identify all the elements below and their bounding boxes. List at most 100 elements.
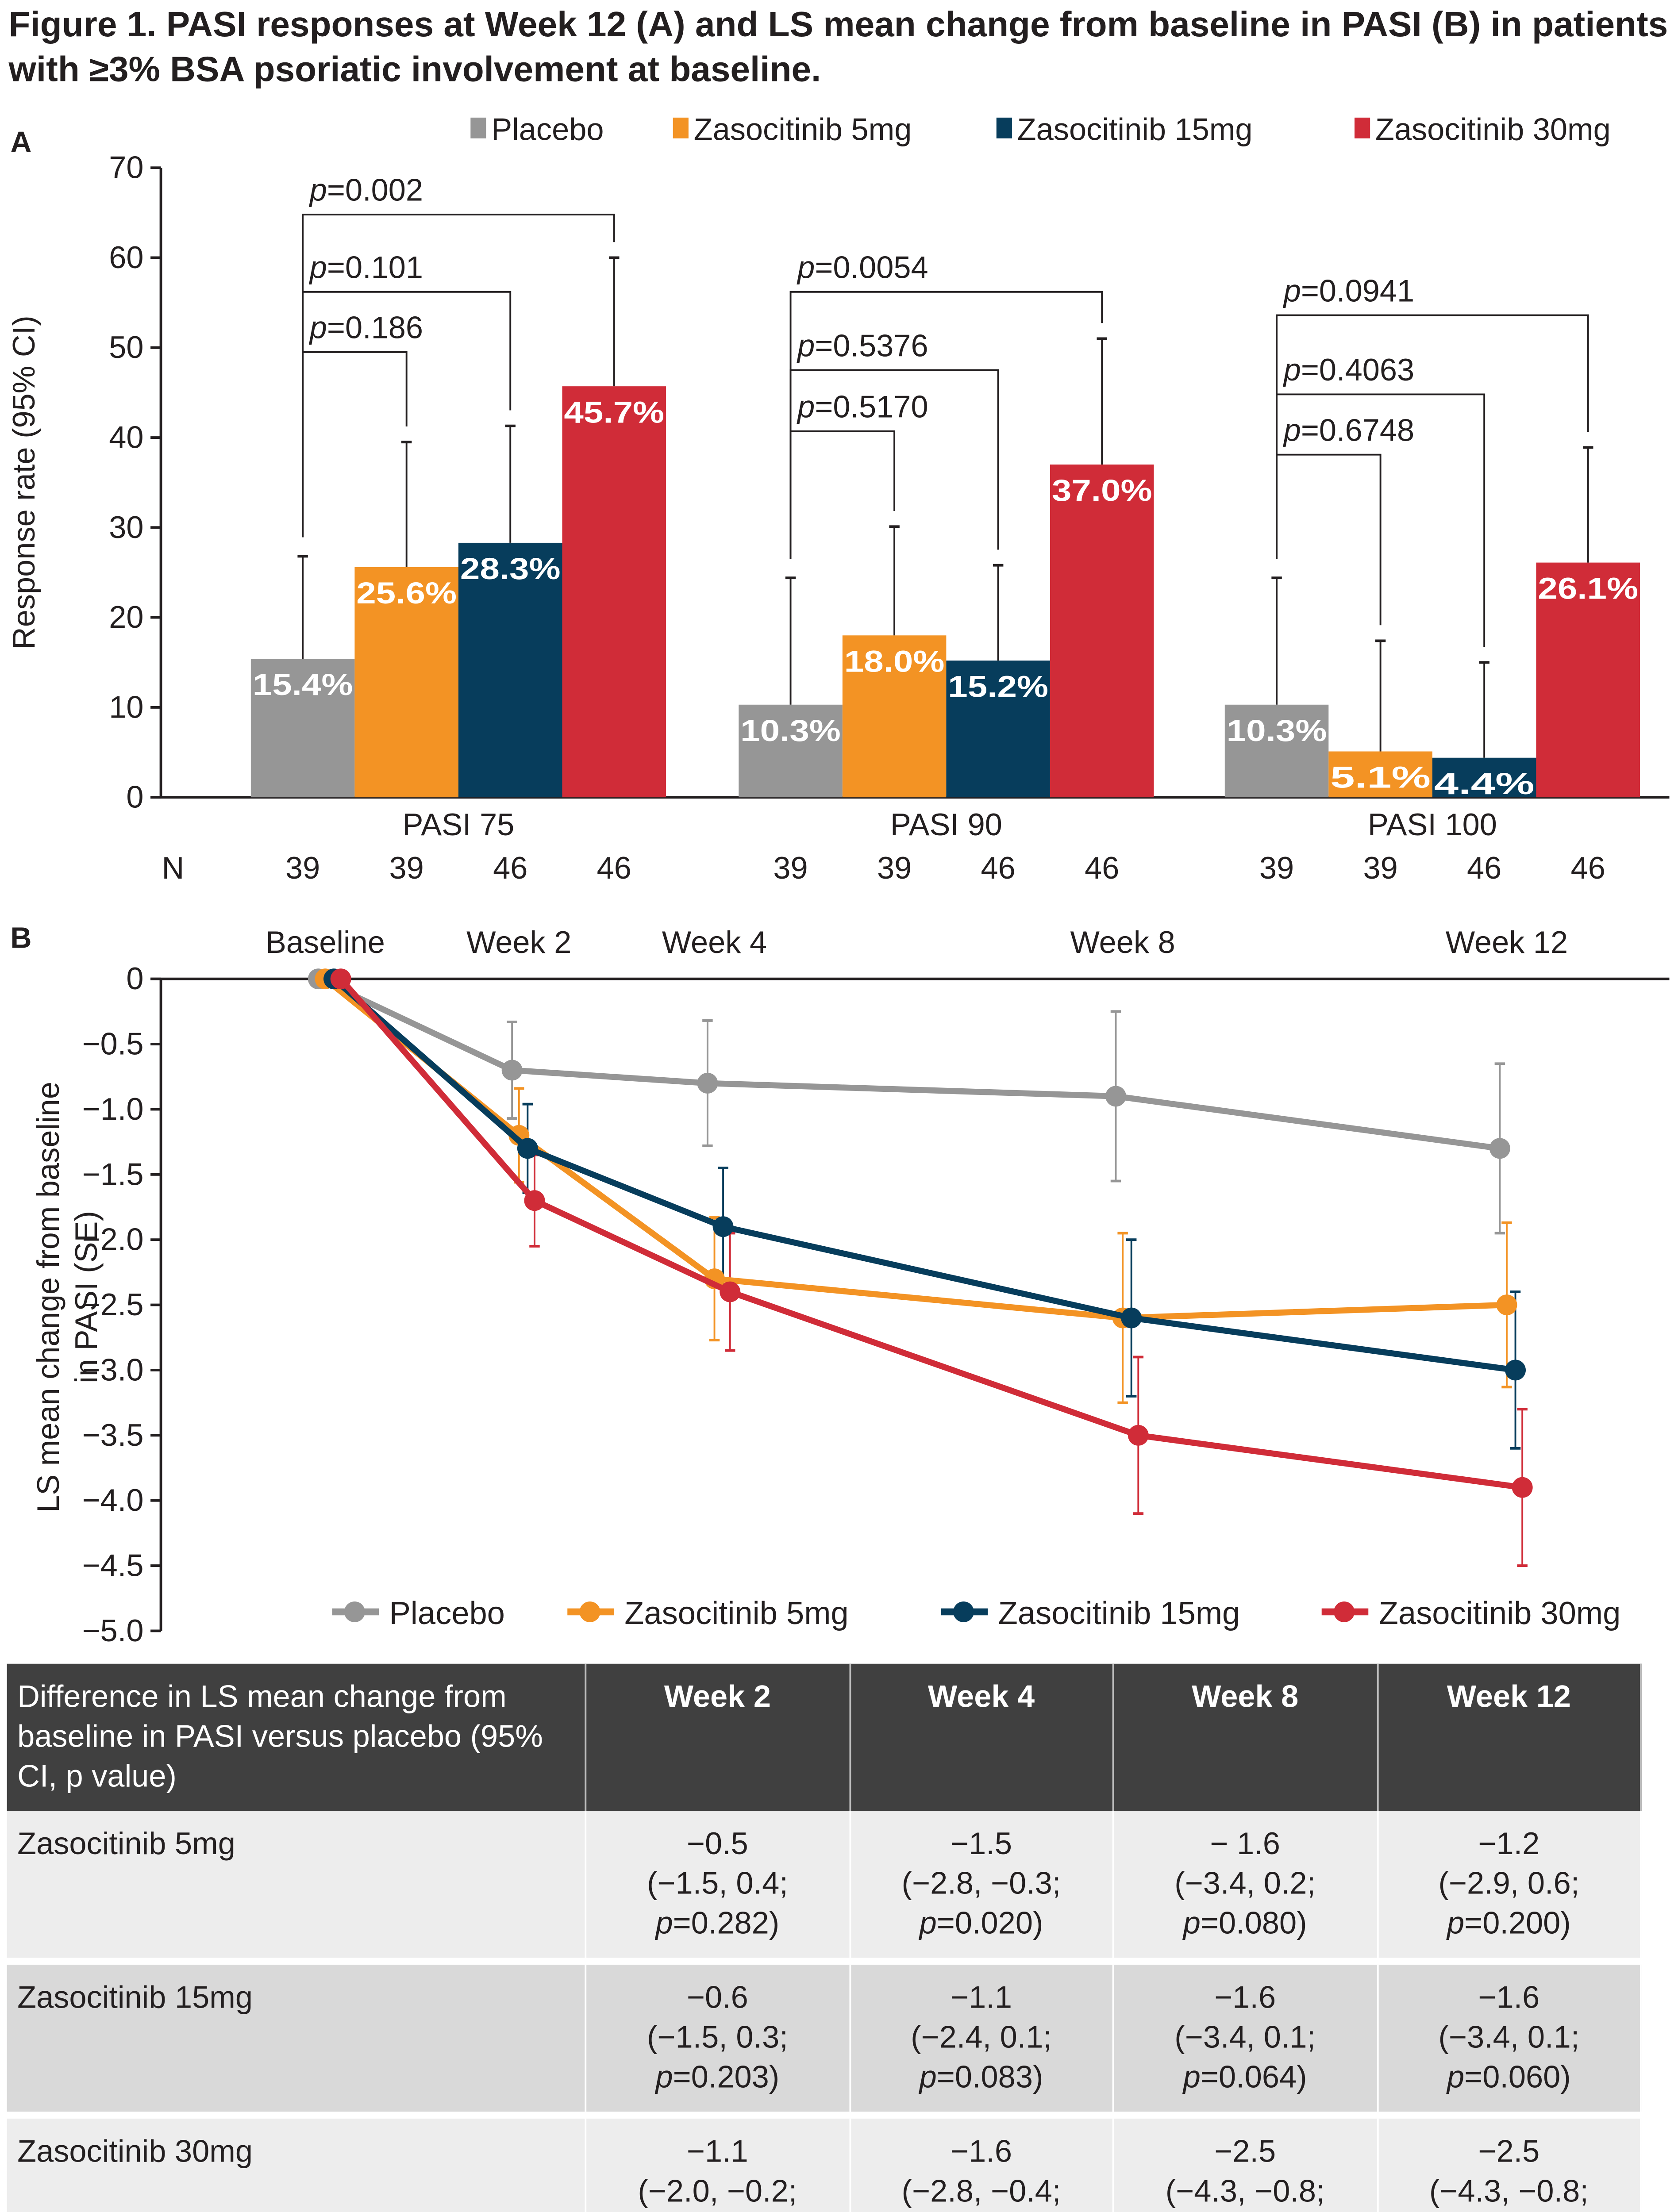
- p-value: p=0.060): [1385, 2058, 1633, 2098]
- legend-marker-1: [579, 1601, 600, 1622]
- estimate: −1.6: [1214, 1980, 1276, 2015]
- table-header-week2: Week 2: [586, 1663, 851, 1811]
- bar-value-label: 18.0%: [844, 645, 945, 678]
- p-value: p=0.064): [1121, 2058, 1369, 2098]
- estimate: −1.5: [951, 1826, 1012, 1861]
- bar-3: [562, 386, 666, 798]
- bar-value-label: 4.4%: [1434, 767, 1535, 801]
- x-tick-label: Week 12: [1446, 925, 1568, 960]
- row-label: Zasocitinib 30mg: [7, 2118, 587, 2212]
- data-point: [1128, 1425, 1149, 1446]
- y-tick-label: 0: [126, 961, 143, 996]
- y-tick-label: 30: [109, 510, 143, 545]
- table-row: Zasocitinib 30mg−1.1(−2.0, −0.2;p=0.023)…: [7, 2118, 1642, 2212]
- legend-label-1: Zasocitinib 5mg: [694, 112, 912, 147]
- row-separator: [7, 2112, 1642, 2119]
- bar-value-label: 28.3%: [460, 552, 561, 586]
- confidence-interval: (−2.9, 0.6;: [1438, 1866, 1580, 1901]
- estimate: −1.6: [951, 2134, 1012, 2169]
- p-value-label: p=0.4063: [1283, 352, 1414, 387]
- y-tick-label: 0: [126, 780, 143, 814]
- p-value-bracket: [1276, 453, 1382, 626]
- n-value: 39: [389, 850, 424, 885]
- n-value: 46: [597, 850, 631, 885]
- p-value-text: =0.083): [936, 2059, 1043, 2095]
- table-header-row: Difference in LS mean change from baseli…: [7, 1663, 1642, 1811]
- data-point: [1496, 1294, 1517, 1316]
- row-separator: [7, 1958, 1642, 1965]
- table-header-description: Difference in LS mean change from baseli…: [7, 1663, 587, 1811]
- table-cell: −1.5 (−2.8, −0.3; p=0.020): [850, 1811, 1114, 1958]
- confidence-interval: (−1.5, 0.4;: [647, 1866, 788, 1901]
- legend-label-1: Zasocitinib 5mg: [624, 1596, 848, 1631]
- y-tick-label: −3.5: [82, 1417, 144, 1452]
- y-tick-label: −4.5: [82, 1548, 144, 1583]
- y-axis-title: Response rate (95% CI): [6, 315, 41, 649]
- data-point: [330, 968, 351, 990]
- bar-value-label: 25.6%: [356, 576, 457, 610]
- p-value-text: =0.020): [936, 1906, 1043, 1941]
- p-value-label: p=0.186: [309, 310, 423, 345]
- p-value-text: =0.282): [673, 1906, 780, 1941]
- y-tick-label: 40: [109, 420, 143, 455]
- table-cell: −1.1(−2.0, −0.2;p=0.023): [586, 2118, 851, 2212]
- p-value-text: =0.064): [1200, 2059, 1307, 2095]
- confidence-interval: (−2.4, 0.1;: [911, 2020, 1052, 2055]
- panel-a-label: A: [10, 126, 32, 159]
- p-value-bracket: [302, 213, 615, 538]
- ls-mean-difference-table: Difference in LS mean change from baseli…: [7, 1663, 1642, 2212]
- bar-1: [354, 567, 458, 798]
- table-header-week4: Week 4: [850, 1663, 1114, 1811]
- table-cell: −2.5(−4.3, −0.8;p=0.004): [1378, 2118, 1642, 2212]
- data-point: [1105, 1086, 1126, 1107]
- y-tick-label: −3.0: [82, 1352, 144, 1387]
- estimate: −0.5: [686, 1826, 748, 1861]
- p-value-label: p=0.002: [309, 173, 423, 207]
- y-tick-label: −4.0: [82, 1482, 144, 1517]
- bar-0: [739, 704, 843, 798]
- data-point: [720, 1281, 741, 1302]
- n-value: 39: [877, 850, 912, 885]
- p-value: p=0.083): [857, 2058, 1105, 2098]
- bar-1: [1328, 751, 1432, 798]
- y-tick-label: 50: [109, 330, 143, 365]
- table-header-week12: Week 12: [1378, 1663, 1642, 1811]
- confidence-interval: (−1.5, 0.3;: [647, 2020, 788, 2055]
- estimate: −1.1: [951, 1980, 1012, 2015]
- y-tick-label: −5.0: [82, 1613, 144, 1648]
- bar-value-label: 10.3%: [1227, 714, 1327, 748]
- bar-0: [1224, 704, 1329, 798]
- x-tick-label: Baseline: [266, 925, 385, 960]
- y-tick-label: 70: [109, 150, 143, 185]
- p-value-text: =0.200): [1464, 1906, 1571, 1941]
- table-cell: −1.2 (−2.9, 0.6; p=0.200): [1378, 1811, 1642, 1958]
- estimate: −1.6: [1478, 1980, 1540, 2015]
- bar-chart-panel-a: Placebo Zasocitinib 5mg Zasocitinib 15mg Za…: [6, 112, 1670, 885]
- category-label: PASI 90: [890, 807, 1002, 842]
- confidence-interval: (−2.0, −0.2;: [638, 2174, 797, 2209]
- table-cell: −0.5 (−1.5, 0.4; p=0.282): [586, 1811, 851, 1958]
- p-value: p=0.080): [1121, 1904, 1369, 1944]
- n-value: 39: [1363, 850, 1397, 885]
- legend-label-3: Zasocitinib 30mg: [1379, 1596, 1621, 1631]
- p-value-label: p=0.5376: [797, 328, 928, 363]
- p-symbol: p: [1183, 1906, 1201, 1941]
- row-separator-cell: [7, 2112, 1642, 2119]
- table-cell: −1.1 (−2.4, 0.1; p=0.083): [850, 1964, 1114, 2112]
- row-label: Zasocitinib 15mg: [7, 1964, 587, 2112]
- legend-marker-2: [953, 1601, 974, 1622]
- p-symbol: p: [1447, 2059, 1465, 2095]
- p-value-label: p=0.5170: [797, 389, 928, 424]
- table-header-week8: Week 8: [1114, 1663, 1378, 1811]
- p-value-bracket: [789, 291, 1103, 559]
- confidence-interval: (−2.8, −0.3;: [901, 1866, 1061, 1901]
- legend-label-3: Zasocitinib 30mg: [1375, 112, 1611, 147]
- legend-swatch-0: [470, 117, 486, 138]
- category-label: PASI 75: [402, 807, 514, 842]
- bar-value-label: 37.0%: [1052, 474, 1152, 507]
- n-value: 39: [773, 850, 808, 885]
- p-value-bracket: [1276, 314, 1589, 559]
- n-label: N: [162, 850, 185, 885]
- p-value: p=0.282): [593, 1904, 842, 1944]
- line-chart-panel-b: 0 −0.5 −1.0 −1.5 −2.0 −2.5 −3.0 −3.5 −4.0 −4.5 −5.…: [31, 925, 1670, 1648]
